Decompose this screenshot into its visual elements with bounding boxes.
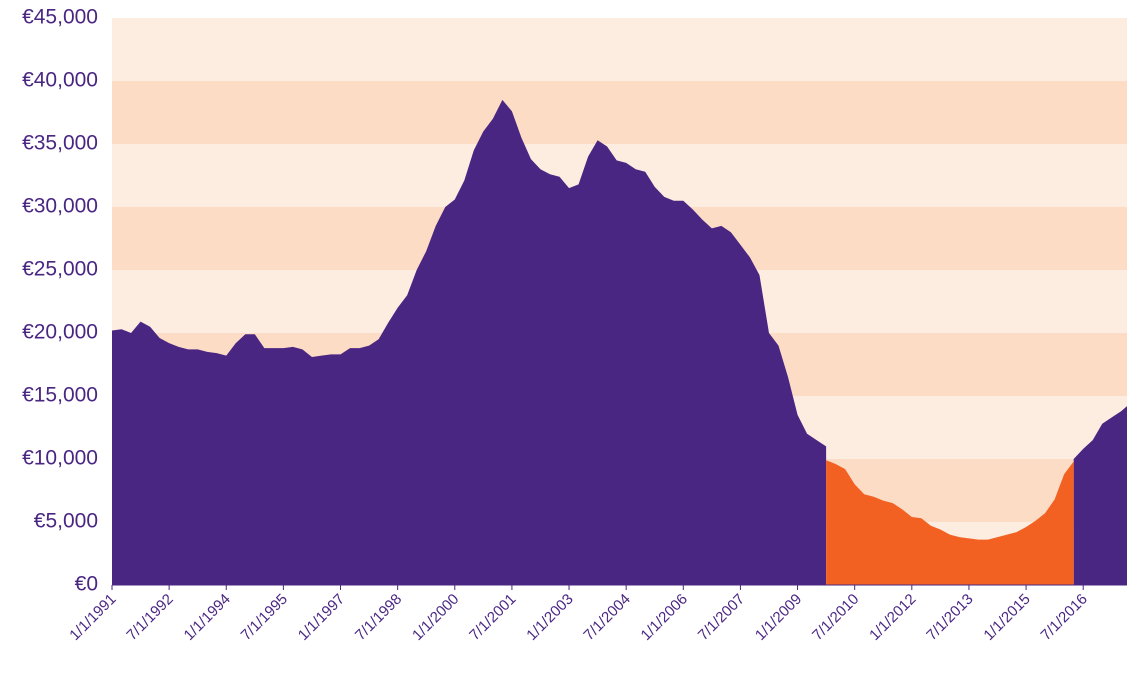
- y-tick-label: €15,000: [22, 384, 98, 407]
- x-tick-label: 1/1/1997: [295, 591, 348, 644]
- x-tick-label: 7/1/2016: [1038, 591, 1091, 644]
- y-tick-label: €0: [75, 573, 98, 596]
- x-tick-label: 1/1/2012: [866, 591, 919, 644]
- x-tick-label: 7/1/2007: [695, 591, 748, 644]
- x-tick-label: 1/1/2009: [752, 591, 805, 644]
- x-tick-label: 7/1/1995: [238, 591, 291, 644]
- grid-band: [112, 18, 1127, 81]
- x-tick-label: 7/1/1992: [123, 591, 176, 644]
- y-tick-label: €40,000: [22, 69, 98, 92]
- x-tick-label: 1/1/2003: [523, 591, 576, 644]
- area: [112, 99, 1127, 586]
- y-tick-label: €20,000: [22, 321, 98, 344]
- x-tick-label: 1/1/2015: [980, 591, 1033, 644]
- area: [826, 460, 1074, 585]
- x-tick-label: 1/1/2000: [409, 591, 462, 644]
- x-tick-label: 7/1/2013: [923, 591, 976, 644]
- x-tick-label: 1/1/1991: [66, 591, 119, 644]
- y-tick-label: €25,000: [22, 258, 98, 281]
- y-tick-label: €10,000: [22, 447, 98, 470]
- y-tick-label: €35,000: [22, 132, 98, 155]
- x-tick-label: 1/1/1994: [181, 591, 234, 644]
- grid-band: [112, 81, 1127, 144]
- x-tick-label: 1/1/2006: [638, 591, 691, 644]
- x-tick-label: 7/1/2004: [580, 591, 633, 644]
- y-tick-label: €5,000: [34, 510, 98, 533]
- x-tick-label: 7/1/2010: [809, 591, 862, 644]
- x-tick-label: 7/1/1998: [352, 591, 405, 644]
- y-tick-label: €30,000: [22, 195, 98, 218]
- x-tick-label: 7/1/2001: [466, 591, 519, 644]
- y-tick-label: €45,000: [22, 6, 98, 29]
